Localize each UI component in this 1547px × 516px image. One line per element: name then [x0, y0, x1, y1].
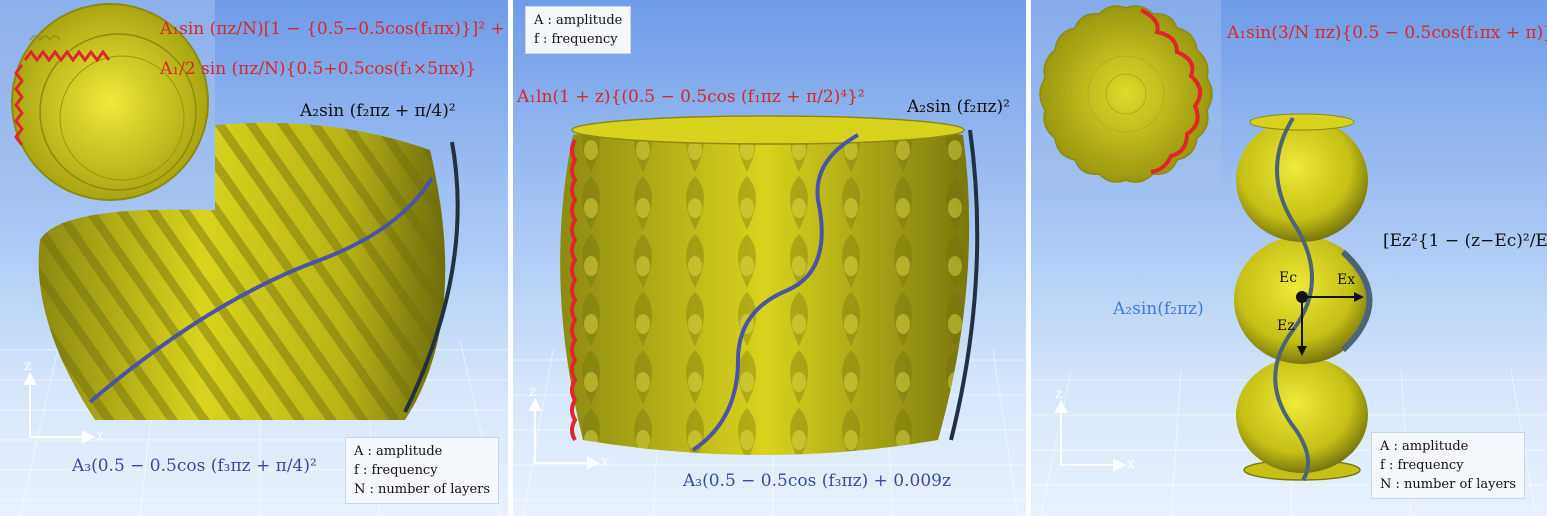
- legend-item: A : amplitude: [534, 13, 623, 28]
- wave-pot-render: [513, 115, 1026, 516]
- equation-top-line2: A₁/2 sin (πz/N){0.5+0.5cos(f₁×5πx)}: [160, 59, 477, 79]
- legend-item: N : number of layers: [1380, 477, 1517, 492]
- axis-z-label: z: [529, 384, 537, 400]
- equation-right: A₂sin (f₂πz + π/4)²: [300, 101, 456, 121]
- equation-top-line1: A₁sin (πz/N)[1 − {0.5−0.5cos(f₁πx)}]² +: [160, 19, 505, 39]
- panel-twisted-vase: A₁sin (πz/N)[1 − {0.5−0.5cos(f₁πx)}]² + …: [0, 0, 508, 516]
- point-ez-label: Ez: [1277, 318, 1295, 334]
- axis-arrows: [528, 397, 601, 470]
- equation-top: A₁sin(3/N πz){0.5 − 0.5cos(f₁πx + π)}¹·⁵: [1227, 23, 1547, 43]
- point-ec-label: Ec: [1279, 270, 1298, 286]
- equation-left: A₁ln(1 + z){(0.5 − 0.5cos (f₁πz + π/2)⁴}…: [517, 87, 865, 107]
- legend-item: f : frequency: [534, 32, 618, 47]
- point-ex-label: Ex: [1337, 272, 1356, 288]
- legend-item: f : frequency: [354, 463, 438, 478]
- axis-x-label: x: [1127, 456, 1135, 472]
- axis-z-label: z: [24, 358, 32, 374]
- equation-right: [Ez²{1 − (z−Ec)²/Ex²}]⁰·⁵: [1383, 231, 1547, 251]
- legend-item: f : frequency: [1380, 458, 1464, 473]
- legend-item: N : number of layers: [354, 482, 491, 497]
- legend: A : amplitude f : frequency N : number o…: [345, 437, 500, 504]
- axis-arrows: [1054, 399, 1127, 472]
- legend-item: A : amplitude: [354, 444, 443, 459]
- axis-arrows: [23, 371, 96, 444]
- panel-sphere-stack: A₁sin(3/N πz){0.5 − 0.5cos(f₁πx + π)}¹·⁵…: [1031, 0, 1547, 516]
- twisted-vase-render: [0, 0, 508, 516]
- equation-bottom: A₃(0.5 − 0.5cos (f₃πz) + 0.009z: [683, 471, 951, 491]
- legend: A : amplitude f : frequency: [525, 6, 632, 54]
- equation-bottom: A₃(0.5 − 0.5cos (f₃πz + π/4)²: [72, 456, 317, 476]
- equation-left: A₂sin(f₂πz): [1113, 299, 1204, 319]
- sphere-stack-render: [1031, 0, 1547, 516]
- equation-right: A₂sin (f₂πz)²: [907, 97, 1010, 117]
- panel-wave-pot: A : amplitude f : frequency A₁ln(1 + z){…: [513, 0, 1026, 516]
- legend: A : amplitude f : frequency N : number o…: [1371, 432, 1526, 499]
- legend-item: A : amplitude: [1380, 439, 1469, 454]
- axis-x-label: x: [96, 428, 104, 444]
- axis-z-label: z: [1055, 386, 1063, 402]
- axis-x-label: x: [601, 454, 609, 470]
